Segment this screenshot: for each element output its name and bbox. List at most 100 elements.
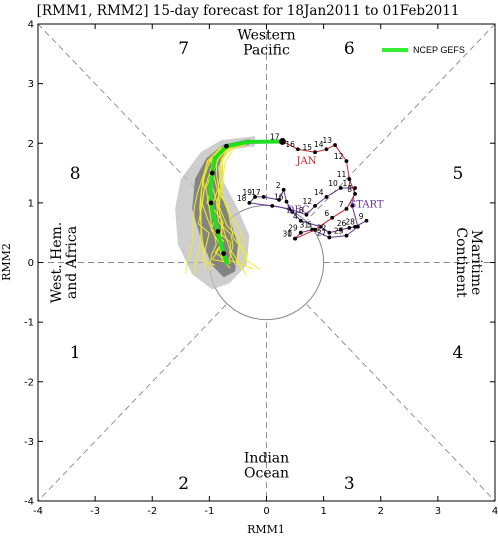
data-point (253, 195, 257, 199)
day-label: 30 (283, 230, 293, 239)
data-point (353, 186, 357, 190)
day-label: 7 (339, 200, 344, 209)
data-point (338, 227, 343, 232)
series-line-dec (248, 187, 367, 239)
divider-line (37, 304, 227, 502)
y-tick-label: 4 (28, 20, 34, 31)
data-point (290, 209, 295, 214)
legend: NCEP GEFS (382, 45, 465, 55)
data-point (298, 230, 303, 235)
data-point (270, 203, 275, 208)
x-tick-label: -1 (204, 506, 214, 517)
day-label: 14 (314, 188, 324, 197)
x-tick-label: -2 (147, 506, 157, 517)
y-tick-label: -3 (24, 437, 34, 448)
phase-number: 1 (70, 343, 81, 363)
data-point (212, 155, 218, 161)
y-tick-label: -1 (24, 318, 34, 329)
data-point (224, 143, 229, 149)
data-point (304, 212, 309, 217)
data-point (277, 197, 281, 202)
data-point (218, 241, 224, 246)
phase-number: 3 (344, 474, 355, 494)
phase-grid (37, 23, 496, 502)
y-tick-label: 1 (28, 198, 34, 209)
region-label-line: and Africa (64, 226, 80, 299)
data-point (211, 215, 217, 221)
y-tick-label: 3 (28, 79, 34, 90)
day-label: 8 (299, 206, 304, 215)
phase-number: 7 (178, 39, 189, 59)
y-tick-label: 0 (28, 258, 34, 269)
day-label: 17 (251, 188, 261, 197)
data-point (221, 251, 227, 256)
day-label: 11 (342, 179, 352, 188)
day-label: 22 (317, 224, 327, 233)
data-point (353, 224, 357, 229)
y-tick-label: 2 (28, 139, 34, 150)
data-point (244, 139, 249, 145)
day-label: 31 (300, 221, 310, 230)
data-point (215, 229, 221, 234)
data-point (353, 192, 357, 196)
day-label: 19 (243, 188, 253, 197)
phase-number: 5 (452, 164, 463, 184)
data-point (209, 170, 215, 176)
chart-title: [RMM1, RMM2] 15-day forecast for 18Jan20… (37, 3, 460, 19)
phase-number: 6 (344, 39, 355, 59)
day-label: 17 (270, 132, 280, 141)
ensemble-member-line (221, 140, 283, 270)
data-point (208, 185, 213, 191)
day-label: 12 (303, 197, 313, 206)
day-label: 10 (328, 179, 338, 188)
legend-label: NCEP GEFS (413, 45, 465, 55)
x-axis-label: RMM1 (247, 523, 285, 536)
data-point (296, 147, 300, 152)
ensemble-member-line (217, 140, 283, 271)
day-label: 2 (276, 181, 281, 190)
day-label: 8 (347, 185, 352, 194)
region-label-line: Western (237, 27, 295, 43)
data-point (347, 226, 352, 230)
day-label: 26 (337, 219, 347, 228)
data-point (327, 235, 332, 240)
day-label: 15 (303, 143, 313, 152)
region-label-line: Maritime (468, 230, 484, 296)
data-point (364, 218, 369, 223)
data-point (327, 230, 332, 235)
region-label-line: Continent (453, 227, 469, 298)
x-tick-label: 4 (492, 506, 498, 517)
day-label: 13 (323, 136, 333, 145)
day-label: 29 (288, 224, 298, 233)
data-point (287, 206, 292, 211)
data-point (208, 200, 214, 206)
day-label: 25 (334, 227, 344, 236)
x-tick-label: 1 (320, 506, 326, 517)
day-label: 12 (334, 152, 344, 161)
month-label: JAN (295, 156, 316, 167)
data-point (344, 159, 349, 164)
series-lines (208, 138, 369, 265)
y-tick-label: -4 (24, 497, 34, 508)
data-point (324, 147, 329, 152)
data-point (284, 199, 289, 204)
data-point (344, 206, 349, 211)
day-label: 4 (293, 212, 298, 221)
data-point (313, 203, 317, 208)
month-label: START (349, 200, 384, 211)
day-label: 16 (274, 193, 284, 202)
data-point (224, 260, 229, 265)
data-point (318, 224, 323, 229)
day-label: 27 (317, 228, 327, 237)
region-label-line: Pacific (243, 42, 290, 58)
data-point (293, 236, 297, 241)
region-label-line: Indian (244, 451, 289, 467)
divider-line (306, 23, 496, 221)
x-tick-label: 2 (378, 506, 384, 517)
data-point (281, 187, 286, 192)
